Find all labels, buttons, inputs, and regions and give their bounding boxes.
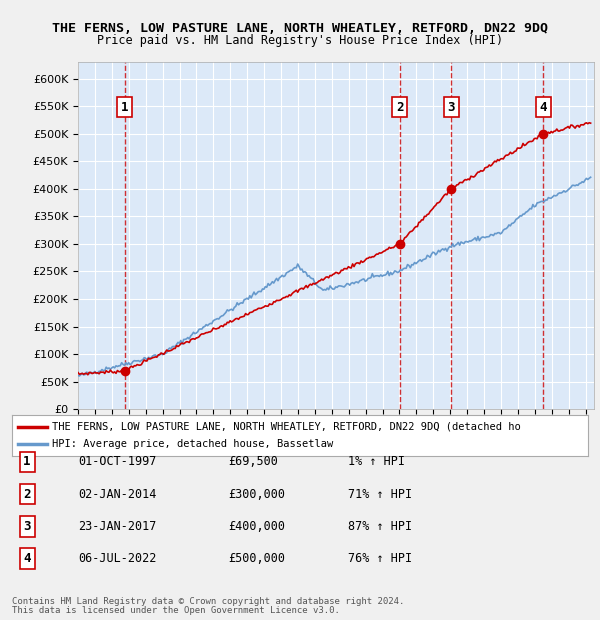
Text: Price paid vs. HM Land Registry's House Price Index (HPI): Price paid vs. HM Land Registry's House …	[97, 34, 503, 47]
Text: 1: 1	[23, 456, 31, 468]
Text: 87% ↑ HPI: 87% ↑ HPI	[348, 520, 412, 533]
Text: 4: 4	[539, 100, 547, 113]
Text: 1: 1	[121, 100, 128, 113]
Text: £500,000: £500,000	[228, 552, 285, 565]
Text: THE FERNS, LOW PASTURE LANE, NORTH WHEATLEY, RETFORD, DN22 9DQ (detached ho: THE FERNS, LOW PASTURE LANE, NORTH WHEAT…	[52, 422, 521, 432]
Text: £400,000: £400,000	[228, 520, 285, 533]
Text: 4: 4	[23, 552, 31, 565]
Text: 01-OCT-1997: 01-OCT-1997	[78, 456, 157, 468]
Text: 02-JAN-2014: 02-JAN-2014	[78, 488, 157, 500]
Text: 2: 2	[23, 488, 31, 500]
Text: 06-JUL-2022: 06-JUL-2022	[78, 552, 157, 565]
Text: THE FERNS, LOW PASTURE LANE, NORTH WHEATLEY, RETFORD, DN22 9DQ: THE FERNS, LOW PASTURE LANE, NORTH WHEAT…	[52, 22, 548, 35]
Text: HPI: Average price, detached house, Bassetlaw: HPI: Average price, detached house, Bass…	[52, 440, 334, 450]
Text: 3: 3	[448, 100, 455, 113]
Text: Contains HM Land Registry data © Crown copyright and database right 2024.: Contains HM Land Registry data © Crown c…	[12, 597, 404, 606]
Text: £300,000: £300,000	[228, 488, 285, 500]
Text: 3: 3	[23, 520, 31, 533]
Text: 1% ↑ HPI: 1% ↑ HPI	[348, 456, 405, 468]
Text: £69,500: £69,500	[228, 456, 278, 468]
Text: This data is licensed under the Open Government Licence v3.0.: This data is licensed under the Open Gov…	[12, 606, 340, 615]
Text: 2: 2	[396, 100, 404, 113]
Text: 23-JAN-2017: 23-JAN-2017	[78, 520, 157, 533]
Text: 76% ↑ HPI: 76% ↑ HPI	[348, 552, 412, 565]
Text: 71% ↑ HPI: 71% ↑ HPI	[348, 488, 412, 500]
